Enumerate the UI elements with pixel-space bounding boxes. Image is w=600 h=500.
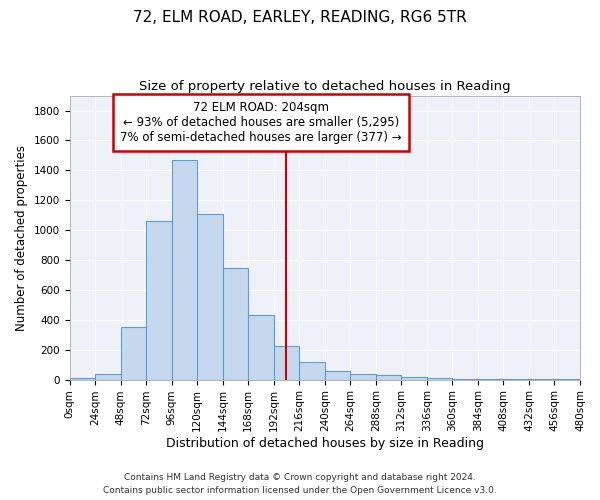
Bar: [172, 160, 197, 380]
Text: Contains HM Land Registry data © Crown copyright and database right 2024.
Contai: Contains HM Land Registry data © Crown c…: [103, 473, 497, 495]
Bar: [427, 378, 452, 380]
Bar: [197, 214, 223, 380]
Bar: [376, 375, 401, 380]
Text: 72 ELM ROAD: 204sqm
← 93% of detached houses are smaller (5,295)
7% of semi-deta: 72 ELM ROAD: 204sqm ← 93% of detached ho…: [120, 101, 402, 144]
Bar: [248, 316, 274, 380]
Bar: [274, 346, 299, 380]
Bar: [350, 374, 376, 380]
Bar: [401, 376, 427, 380]
Bar: [223, 268, 248, 380]
Title: Size of property relative to detached houses in Reading: Size of property relative to detached ho…: [139, 80, 511, 93]
Bar: [325, 372, 350, 380]
Bar: [146, 221, 172, 380]
Text: 72, ELM ROAD, EARLEY, READING, RG6 5TR: 72, ELM ROAD, EARLEY, READING, RG6 5TR: [133, 10, 467, 25]
X-axis label: Distribution of detached houses by size in Reading: Distribution of detached houses by size …: [166, 437, 484, 450]
Y-axis label: Number of detached properties: Number of detached properties: [15, 144, 28, 330]
Bar: [95, 374, 121, 380]
Bar: [452, 379, 478, 380]
Bar: [121, 326, 146, 380]
Bar: [70, 378, 95, 380]
Bar: [299, 362, 325, 380]
